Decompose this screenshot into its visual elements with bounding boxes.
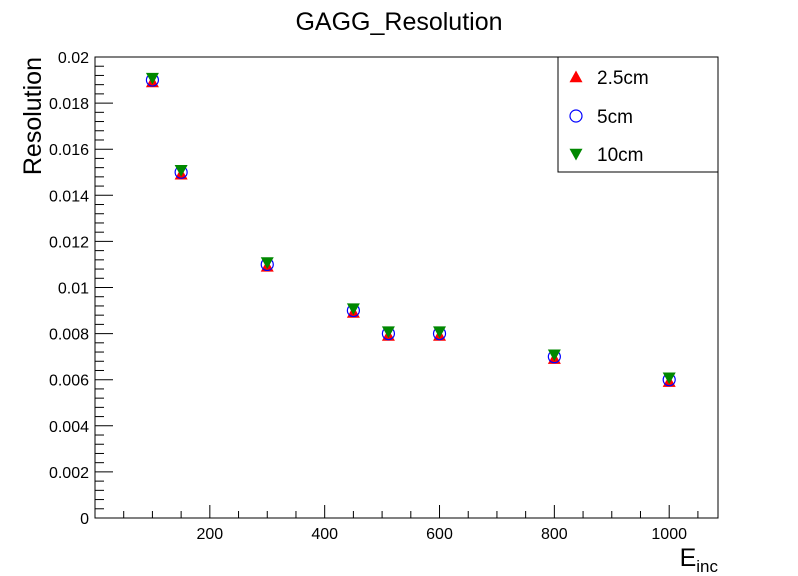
y-tick-label: 0.002 xyxy=(49,465,89,482)
y-tick-label: 0.004 xyxy=(49,419,89,436)
x-axis-label: Einc xyxy=(680,544,719,576)
y-tick-label: 0.012 xyxy=(49,234,89,251)
y-tick-label: 0.016 xyxy=(49,142,89,159)
x-tick-label: 400 xyxy=(311,526,338,543)
y-tick-label: 0.014 xyxy=(49,188,89,205)
plot-axes: 200 400 600 800 1000 0 0.002 0.004 0.006 0.008 0.0… xyxy=(49,50,719,543)
legend-label: 5cm xyxy=(597,107,633,128)
legend-marker xyxy=(569,148,583,161)
y-tick-label: 0 xyxy=(80,511,89,528)
data-point-series-3 xyxy=(381,326,395,339)
y-tick-label: 0.008 xyxy=(49,327,89,344)
data-point-series-3 xyxy=(260,257,274,269)
y-tick-label: 0.01 xyxy=(58,281,89,298)
chart-title: GAGG_Resolution xyxy=(295,8,502,36)
x-tick-label: 800 xyxy=(541,526,568,543)
x-axis-label-subscript: inc xyxy=(696,557,718,576)
data-point-series-3 xyxy=(174,165,188,177)
y-tick-label: 0.018 xyxy=(49,96,89,113)
y-axis-label: Resolution xyxy=(19,57,47,175)
data-point-series-3 xyxy=(145,72,159,85)
legend-marker xyxy=(569,109,583,123)
x-tick-label: 1000 xyxy=(651,526,687,543)
legend-box xyxy=(557,56,719,173)
x-tick-label: 200 xyxy=(196,526,223,543)
data-point-series-3 xyxy=(547,349,561,362)
legend-label: 10cm xyxy=(597,145,643,166)
data-markers xyxy=(145,72,676,387)
y-tick-label: 0.02 xyxy=(58,50,89,67)
y-tick-label: 0.006 xyxy=(49,373,89,390)
legend-marker xyxy=(569,70,583,83)
x-tick-label: 600 xyxy=(426,526,453,543)
data-point-series-3 xyxy=(346,303,360,316)
data-point-series-3 xyxy=(433,326,447,339)
x-axis-label-main: E xyxy=(680,544,697,572)
data-point-series-3 xyxy=(662,372,676,385)
legend: 2.5cm 5cm 10cm xyxy=(557,56,719,173)
legend-label: 2.5cm xyxy=(597,68,649,89)
